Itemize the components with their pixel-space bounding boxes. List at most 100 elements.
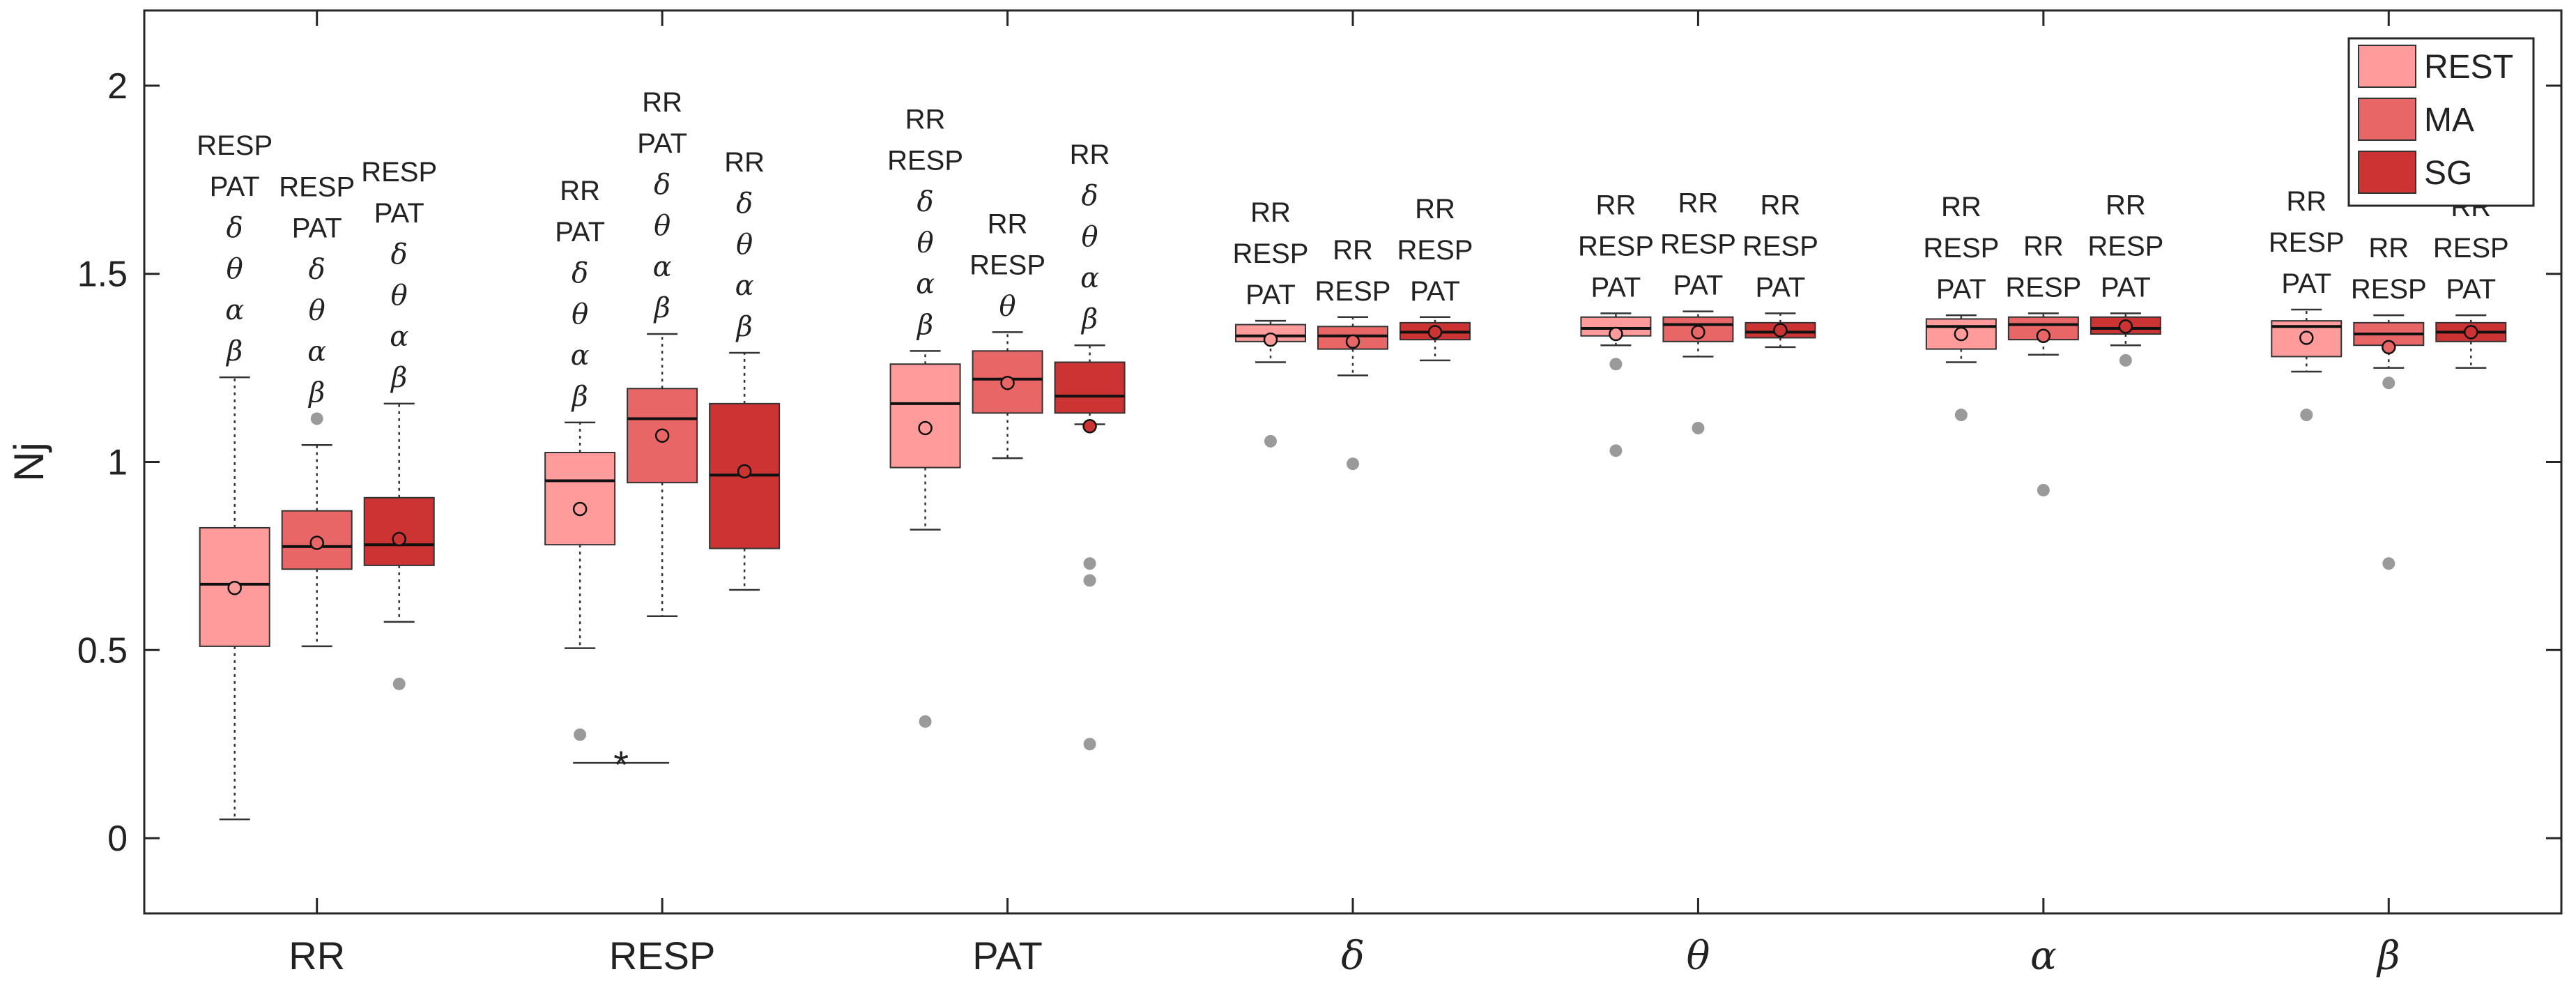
annotation-label: PAT (637, 128, 687, 159)
box-rest-1 (544, 421, 616, 741)
box-iqr (363, 496, 435, 566)
annotation-label: PAT (2101, 272, 2151, 303)
box-ma-6 (2353, 314, 2425, 570)
annotation-label: PAT (210, 172, 260, 202)
annotation-label: RR (988, 208, 1028, 239)
box-sg-0 (363, 402, 435, 690)
mean-marker (737, 464, 752, 479)
annotation-label: RESP (1233, 238, 1309, 269)
annotation-label: RR (1941, 192, 1981, 222)
legend-swatch-ma (2358, 98, 2416, 141)
x-category-label: β (2376, 934, 2400, 979)
annotation-label: α (390, 321, 408, 353)
mean-marker (1345, 334, 1360, 349)
y-tick-label: 1.5 (77, 254, 128, 295)
box-ma-4 (1662, 310, 1734, 434)
box-sg-4 (1745, 312, 1816, 349)
annotation-label: θ (654, 210, 670, 242)
annotation-label: δ (227, 212, 243, 244)
annotation-label: θ (736, 229, 753, 261)
annotation-label: PAT (374, 198, 424, 229)
outlier-point (392, 677, 406, 690)
annotation-label: RESP (2087, 231, 2163, 261)
outlier-point (1083, 557, 1096, 570)
box-rest-4 (1580, 312, 1652, 457)
box-iqr (1925, 318, 1997, 350)
box-ma-0 (281, 412, 353, 648)
annotation-label: RR (1070, 139, 1110, 170)
mean-marker (1954, 326, 1969, 342)
annotation-label: RR (1596, 190, 1636, 220)
box-rest-2 (889, 350, 961, 728)
annotation-label: RESP (2269, 227, 2345, 258)
box-sg-1 (709, 351, 781, 591)
x-category-label: RESP (609, 934, 716, 978)
y-tick-label: 2 (107, 66, 128, 107)
mean-marker (1691, 325, 1705, 340)
annotation-label: PAT (555, 217, 605, 248)
annotation-label: δ (572, 257, 588, 289)
outlier-point (2382, 377, 2395, 390)
annotation-label: α (916, 268, 935, 300)
x-category-label: PAT (972, 934, 1043, 978)
annotation-label: θ (917, 227, 934, 259)
box-rest-3 (1235, 319, 1306, 448)
outlier-point (310, 412, 323, 425)
box-iqr (889, 363, 961, 469)
annotation-label: RESP (1660, 229, 1736, 260)
outlier-point (2300, 409, 2313, 422)
annotation-label: RR (1250, 197, 1291, 228)
y-axis-label: Nj (6, 442, 52, 482)
annotation-label: RR (2023, 231, 2064, 261)
mean-marker (2036, 328, 2051, 343)
annotation-label: RR (2368, 233, 2409, 264)
box-iqr (544, 452, 616, 546)
mean-marker (309, 535, 324, 550)
annotation-label: θ (1082, 221, 1098, 253)
outlier-point (2037, 483, 2050, 496)
outlier-point (1609, 358, 1623, 371)
annotation-label: α (1080, 262, 1099, 294)
mean-marker (2118, 319, 2133, 334)
annotation-label: RESP (2005, 272, 2081, 303)
annotation-label: PAT (1590, 272, 1641, 303)
annotation-label: β (307, 377, 325, 409)
annotation-label: RR (905, 104, 946, 135)
box-iqr (1054, 361, 1126, 414)
annotation-label: δ (654, 169, 670, 201)
annotation-label: RR (2286, 186, 2326, 217)
annotation-label: RR (1333, 235, 1373, 266)
outlier-point (574, 728, 587, 741)
annotation-label: RESP (1923, 233, 1999, 264)
annotation-label: β (1080, 303, 1098, 335)
annotation-label: RESP (197, 130, 273, 161)
annotation-label: θ (391, 280, 408, 312)
annotation-label: PAT (1673, 271, 1723, 301)
outlier-point (2119, 354, 2132, 367)
annotation-label: β (390, 362, 407, 394)
outlier-point (1264, 434, 1277, 448)
annotation-label: δ (917, 185, 934, 218)
annotation-label: β (571, 381, 588, 413)
outlier-point (1609, 444, 1623, 457)
box-ma-1 (627, 333, 698, 617)
box-ma-2 (972, 331, 1043, 459)
box-rest-5 (1925, 314, 1997, 422)
annotation-label: PAT (2446, 274, 2496, 305)
annotation-label: β (225, 335, 243, 367)
annotation-label: PAT (1936, 274, 1986, 305)
legend-swatch-rest (2358, 45, 2416, 88)
x-category-label: θ (1687, 934, 1710, 979)
annotation-label: θ (999, 290, 1016, 322)
annotation-label: RESP (361, 157, 437, 188)
annotation-label: PAT (292, 213, 342, 243)
significance-asterisk: * (613, 743, 629, 786)
annotation-label: α (225, 294, 244, 326)
mean-marker (2464, 325, 2478, 340)
mean-marker (918, 420, 933, 436)
annotation-label: PAT (2281, 268, 2331, 299)
mean-marker (2382, 340, 2396, 355)
mean-marker (1773, 323, 1788, 337)
box-ma-3 (1317, 316, 1388, 471)
